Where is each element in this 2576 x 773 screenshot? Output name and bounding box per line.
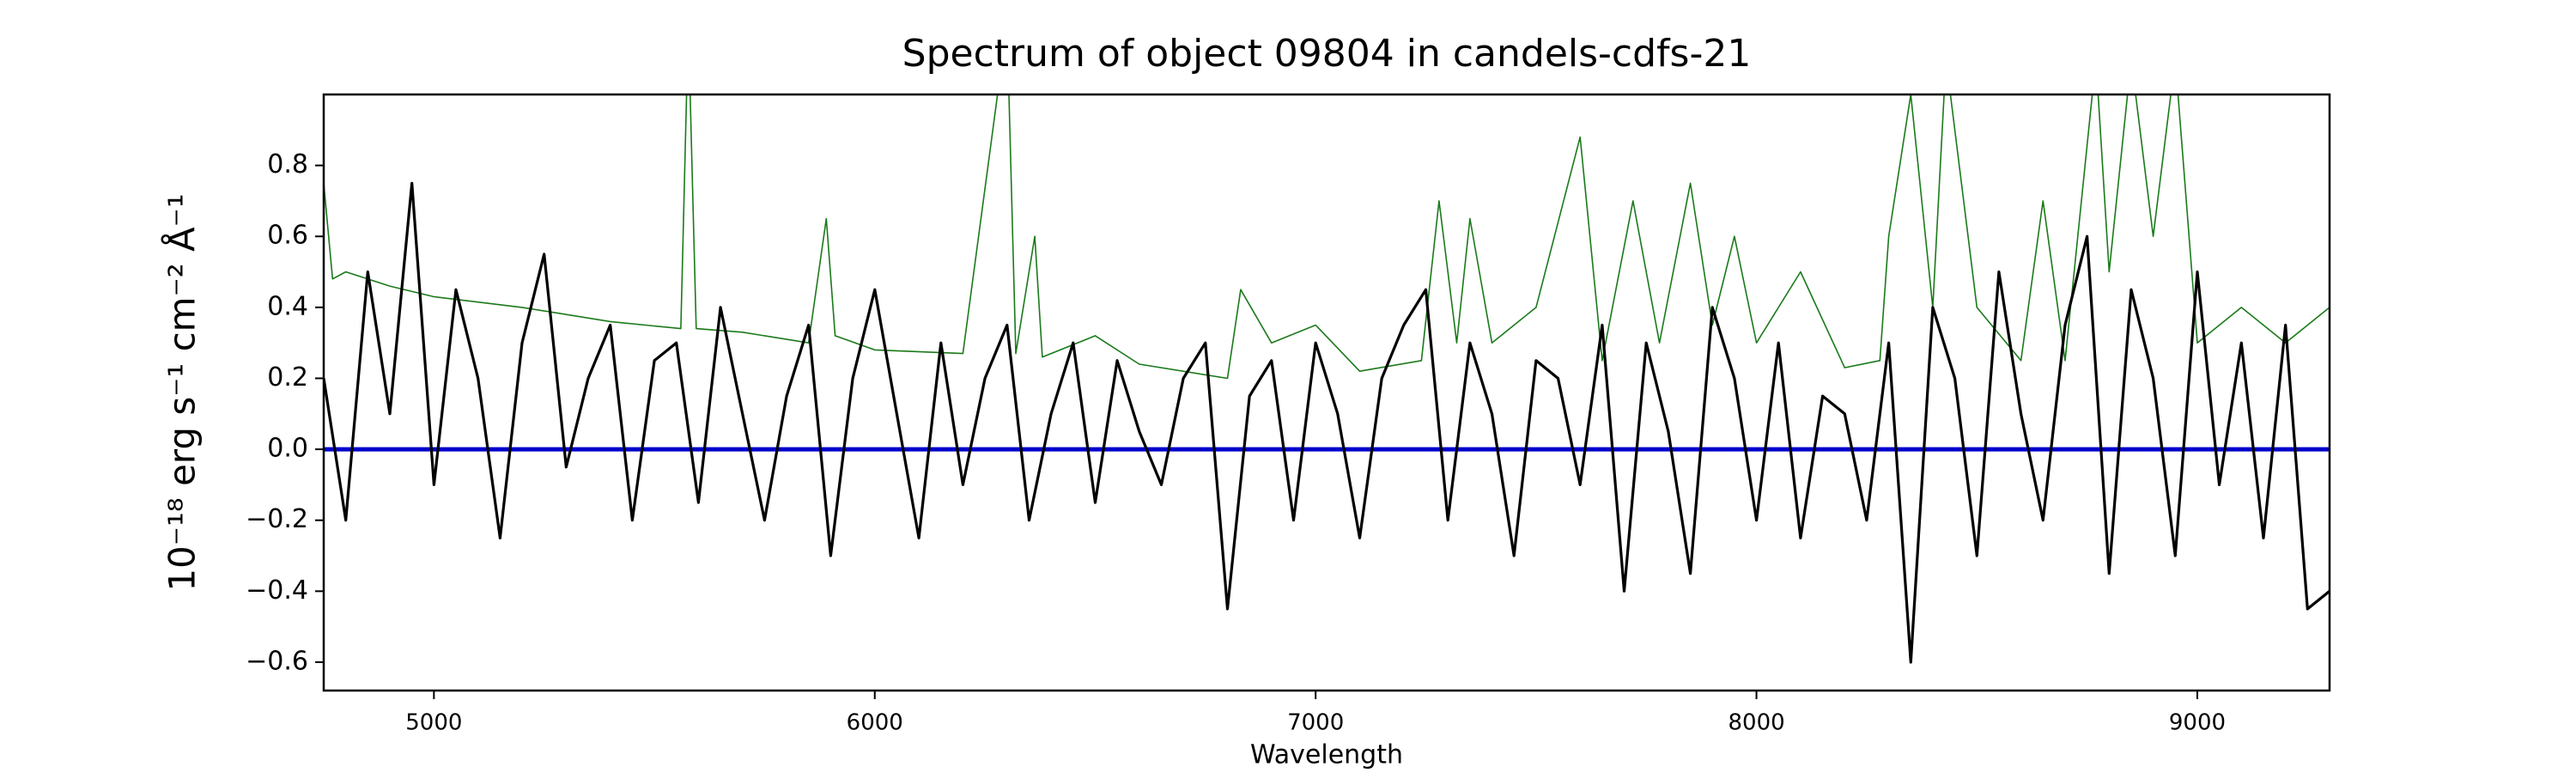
- y-tick-label: −0.4: [246, 575, 308, 606]
- y-tick-label: −0.6: [246, 646, 308, 676]
- x-tick-label: 7000: [1287, 710, 1344, 736]
- spectrum-line: [324, 94, 2330, 380]
- y-tick-label: 0.6: [267, 221, 308, 251]
- y-tick-label: −0.2: [246, 504, 308, 534]
- x-tick-label: 6000: [847, 710, 903, 736]
- x-tick-label: 8000: [1728, 710, 1784, 736]
- y-tick-label: 0.0: [267, 434, 308, 464]
- chart-title: Spectrum of object 09804 in candels-cdfs…: [902, 32, 1752, 76]
- plot-area: [324, 94, 2330, 664]
- spectrum-line: [324, 181, 2330, 664]
- y-tick-label: 0.2: [267, 362, 308, 393]
- y-tick-label: 0.4: [267, 291, 308, 321]
- x-tick-label: 9000: [2169, 710, 2226, 736]
- y-axis-label: 10⁻¹⁸ erg s⁻¹ cm⁻² Å⁻¹: [161, 193, 204, 591]
- x-tick-label: 5000: [405, 710, 462, 736]
- y-tick-label: 0.8: [267, 149, 308, 180]
- plot-frame: [322, 93, 2331, 692]
- x-axis-label: Wavelength: [1250, 740, 1403, 770]
